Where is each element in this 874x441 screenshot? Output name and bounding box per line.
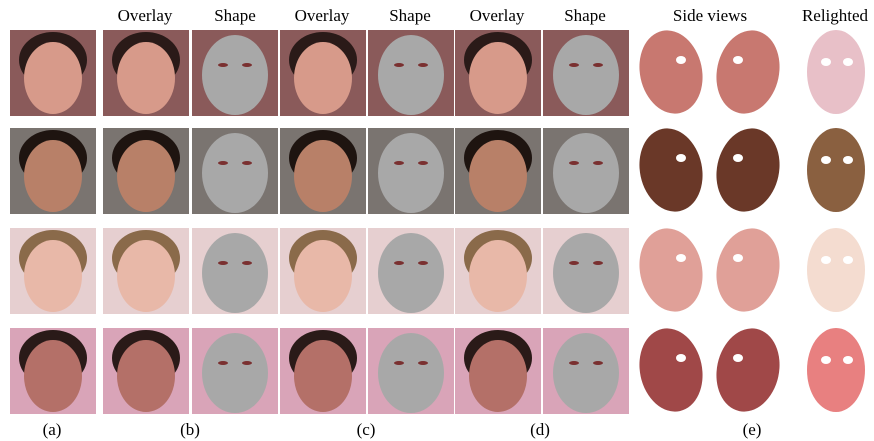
shape-face — [202, 35, 268, 115]
shape-eye — [242, 161, 252, 165]
photo-face — [294, 240, 352, 312]
relighted — [807, 30, 865, 114]
photo-face — [117, 240, 175, 312]
relighted-eye — [843, 156, 853, 164]
shape-eye — [394, 63, 404, 67]
shape-face — [202, 233, 268, 313]
photo-face — [469, 340, 527, 412]
side-view — [632, 222, 710, 317]
shape-face — [202, 133, 268, 213]
side-view — [709, 122, 787, 217]
shape-eye — [569, 63, 579, 67]
relighted — [807, 228, 865, 312]
photo-face — [117, 340, 175, 412]
shape-eye — [593, 261, 603, 265]
photo-face — [469, 240, 527, 312]
figure: Overlay Shape Overlay Shape Overlay Shape Side… — [0, 0, 874, 441]
shape-eye — [218, 161, 228, 165]
relighted-eye — [821, 58, 831, 66]
subfigure-caption: (a) — [43, 420, 62, 439]
shape-face — [378, 35, 444, 115]
side-eye — [676, 56, 686, 64]
shape-face — [553, 233, 619, 313]
side-eye — [676, 354, 686, 362]
subfigure-caption: (d) — [530, 420, 550, 439]
shape-eye — [569, 161, 579, 165]
shape-eye — [418, 63, 428, 67]
subfigure-caption: (e) — [743, 420, 762, 439]
shape-eye — [242, 361, 252, 365]
photo-face — [469, 140, 527, 212]
relighted — [807, 128, 865, 212]
relighted — [807, 328, 865, 412]
side-view — [709, 24, 787, 119]
photo-face — [117, 140, 175, 212]
side-eye — [733, 154, 743, 162]
side-eye — [733, 56, 743, 64]
shape-face — [378, 333, 444, 413]
relighted-eye — [821, 356, 831, 364]
shape-eye — [593, 361, 603, 365]
shape-eye — [394, 261, 404, 265]
column-header: Overlay — [470, 6, 525, 25]
photo-face — [24, 42, 82, 114]
shape-eye — [218, 261, 228, 265]
shape-eye — [418, 161, 428, 165]
shape-eye — [593, 63, 603, 67]
relighted-eye — [843, 58, 853, 66]
side-view — [709, 222, 787, 317]
side-view — [632, 24, 710, 119]
relighted-eye — [821, 156, 831, 164]
shape-eye — [242, 261, 252, 265]
shape-eye — [394, 361, 404, 365]
shape-eye — [242, 63, 252, 67]
shape-eye — [218, 361, 228, 365]
relighted-eye — [821, 256, 831, 264]
photo-face — [294, 42, 352, 114]
column-header: Overlay — [118, 6, 173, 25]
column-header: Shape — [214, 6, 256, 25]
shape-face — [378, 133, 444, 213]
photo-face — [294, 140, 352, 212]
relighted-eye — [843, 356, 853, 364]
shape-eye — [418, 261, 428, 265]
photo-face — [117, 42, 175, 114]
photo-face — [294, 340, 352, 412]
shape-face — [378, 233, 444, 313]
side-view — [632, 122, 710, 217]
subfigure-caption: (c) — [357, 420, 376, 439]
photo-face — [469, 42, 527, 114]
subfigure-caption: (b) — [180, 420, 200, 439]
side-eye — [676, 254, 686, 262]
shape-eye — [593, 161, 603, 165]
column-header: Side views — [673, 6, 747, 25]
side-eye — [733, 354, 743, 362]
photo-face — [24, 340, 82, 412]
column-header: Shape — [564, 6, 606, 25]
shape-eye — [394, 161, 404, 165]
shape-eye — [218, 63, 228, 67]
side-eye — [733, 254, 743, 262]
column-header: Relighted — [802, 6, 869, 25]
shape-face — [553, 35, 619, 115]
shape-eye — [569, 261, 579, 265]
column-header: Overlay — [295, 6, 350, 25]
side-eye — [676, 154, 686, 162]
photo-face — [24, 240, 82, 312]
photo-face — [24, 140, 82, 212]
side-view — [709, 322, 787, 417]
shape-eye — [418, 361, 428, 365]
shape-face — [202, 333, 268, 413]
shape-face — [553, 333, 619, 413]
shape-face — [553, 133, 619, 213]
column-header: Shape — [389, 6, 431, 25]
shape-eye — [569, 361, 579, 365]
side-view — [632, 322, 710, 417]
relighted-eye — [843, 256, 853, 264]
